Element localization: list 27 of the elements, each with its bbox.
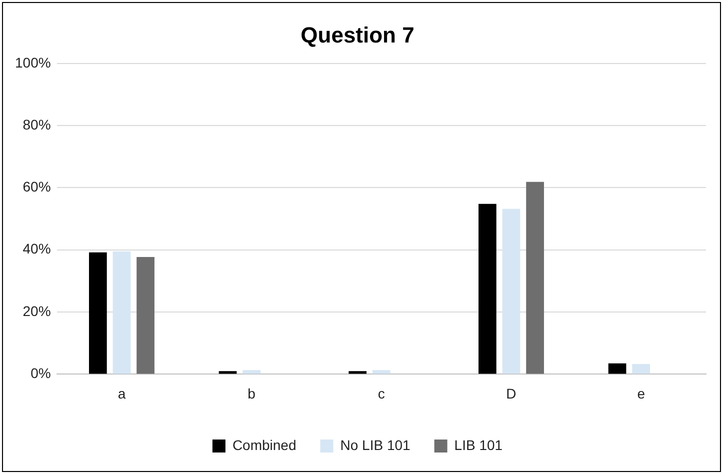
- bar: [88, 252, 107, 374]
- x-tick-label: a: [118, 385, 126, 402]
- bar: [502, 208, 520, 374]
- y-tick-label: 60%: [22, 178, 51, 195]
- x-tick-label: c: [378, 385, 385, 402]
- bar: [136, 257, 154, 374]
- x-tick-label: b: [248, 385, 256, 402]
- bar: [526, 182, 544, 374]
- bar: [242, 370, 260, 374]
- y-tick-label: 20%: [22, 302, 51, 319]
- x-tick-label: e: [637, 385, 646, 402]
- bar: [632, 364, 650, 374]
- y-tick-label: 80%: [22, 116, 51, 132]
- bar: [218, 371, 237, 374]
- legend-label: Combined: [232, 436, 296, 453]
- x-tick-label: D: [506, 385, 516, 402]
- y-tick-label: 100%: [14, 54, 51, 70]
- bar: [112, 251, 131, 374]
- bar: [348, 371, 367, 374]
- chart-title: Question 7: [300, 22, 414, 48]
- y-tick-label: 40%: [22, 240, 51, 257]
- y-tick-label: 0%: [30, 365, 51, 382]
- legend-label: No LIB 101: [340, 436, 411, 453]
- legend-label: LIB 101: [454, 436, 503, 453]
- bar: [608, 363, 626, 374]
- bar: [372, 370, 390, 374]
- bar: [478, 204, 496, 374]
